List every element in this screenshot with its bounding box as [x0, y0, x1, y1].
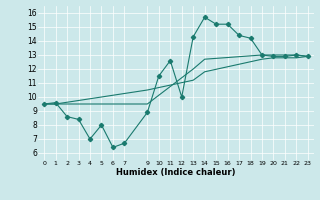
X-axis label: Humidex (Indice chaleur): Humidex (Indice chaleur) [116, 168, 236, 177]
